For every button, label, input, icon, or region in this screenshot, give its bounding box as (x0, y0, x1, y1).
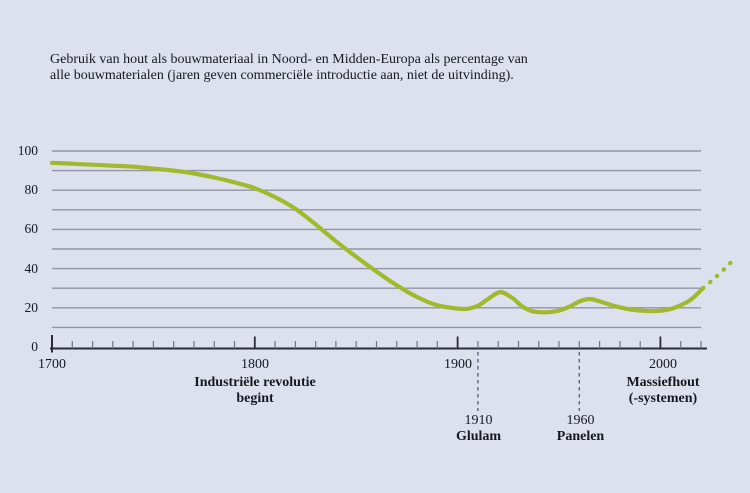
x-axis-tick-label-2000: 2000 (649, 357, 677, 372)
annotation-panelen-label: Panelen (556, 428, 605, 444)
annotation-glulam: 1910 Glulam (418, 413, 539, 444)
chart-title-line2: alle bouwmaterialen (jaren geven commerc… (50, 68, 514, 83)
x-axis-tick-label-1900: 1900 (444, 357, 472, 372)
y-axis-tick-label-60: 60 (24, 221, 39, 236)
annotation-massiefhout: Massiefhout (-systemen) (572, 375, 750, 406)
annotation-industrial-revolution-line2: begint (236, 390, 274, 406)
annotation-glulam-year: 1910 (464, 413, 493, 428)
annotation-industrial-revolution: Industriële revolutie begint (155, 375, 355, 406)
annotation-glulam-label: Glulam (455, 428, 502, 444)
chart-title-line1: Gebruik van hout als bouwmateriaal in No… (50, 52, 528, 67)
annotation-panelen-year: 1960 (566, 413, 595, 428)
annotation-massiefhout-line1: Massiefhout (626, 375, 700, 390)
annotation-industrial-revolution-line1: Industriële revolutie (194, 375, 316, 390)
chart-title: Gebruik van hout als bouwmateriaal in No… (50, 52, 528, 84)
y-axis-tick-label-0: 0 (31, 339, 38, 354)
y-axis-tick-label-100: 100 (17, 143, 38, 158)
annotation-panelen: 1960 Panelen (520, 413, 641, 444)
y-axis-tick-label-40: 40 (24, 261, 39, 276)
x-axis-tick-label-1800: 1800 (241, 357, 269, 372)
x-axis-tick-label-1700: 1700 (38, 357, 66, 372)
y-axis-tick-label-80: 80 (24, 182, 39, 197)
y-axis-tick-label-20: 20 (24, 300, 39, 315)
annotation-massiefhout-line2: (-systemen) (628, 390, 698, 406)
